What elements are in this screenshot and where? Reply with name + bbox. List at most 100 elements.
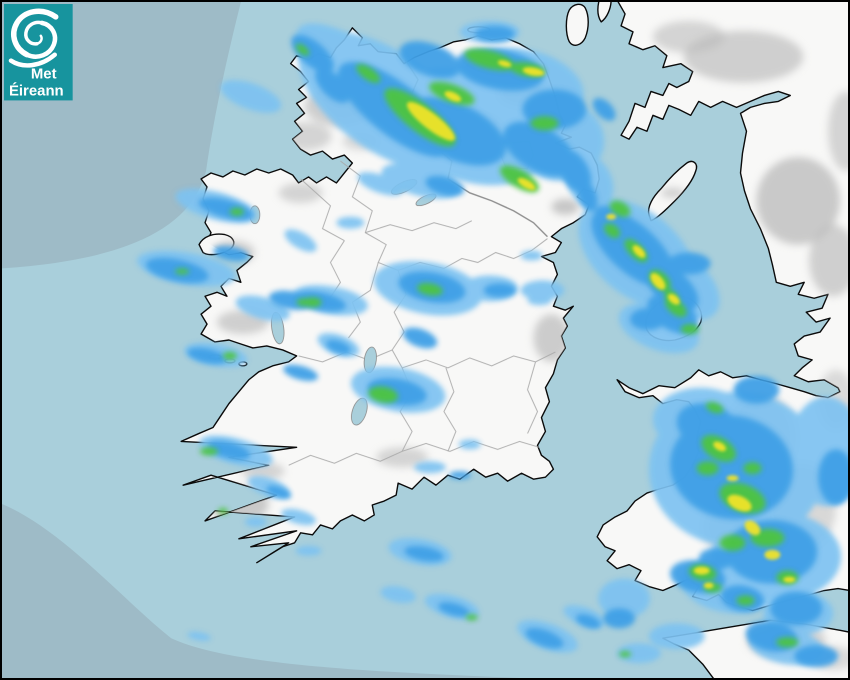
rain-cell <box>575 614 601 629</box>
logo-text-met: Met <box>31 66 57 83</box>
rain-cell <box>213 245 249 262</box>
rain-cell <box>414 461 446 474</box>
rain-cell <box>609 200 631 217</box>
rain-cell <box>693 566 710 575</box>
rain-cell <box>794 645 839 668</box>
rain-cell <box>303 297 322 308</box>
rain-cell <box>283 364 318 381</box>
county-border <box>288 450 403 466</box>
rain-cell <box>577 180 598 212</box>
rain-cell <box>667 293 680 305</box>
arran-island <box>565 3 589 46</box>
rain-cell <box>530 116 559 131</box>
rain-cell <box>448 471 471 480</box>
rain-cell <box>522 67 545 76</box>
rain-cell <box>520 280 565 301</box>
rain-cell <box>217 508 228 514</box>
rain-cell <box>696 461 719 476</box>
rain-cell <box>465 614 478 621</box>
rain-cell <box>326 339 351 355</box>
rain-cell <box>736 595 755 606</box>
rain-cell <box>281 508 316 526</box>
rain-cell <box>726 475 739 482</box>
county-border <box>401 351 556 369</box>
rain-cell <box>404 546 444 562</box>
rain-level-very_heavy <box>406 60 796 589</box>
rain-cell <box>399 41 461 79</box>
rain-cell <box>295 43 310 56</box>
rain-cell <box>744 520 761 536</box>
rain-cell <box>187 347 227 364</box>
rain-cell <box>295 545 322 556</box>
rain-cell <box>356 64 381 83</box>
met-eireann-logo: Met Éireann <box>3 3 73 101</box>
rain-cell <box>357 172 403 196</box>
rain-cell <box>229 207 244 216</box>
rain-cell <box>380 586 416 603</box>
rain-cell <box>592 98 616 121</box>
rain-cell <box>703 582 714 589</box>
rain-cell <box>727 494 752 512</box>
rain-cell <box>783 576 796 583</box>
rain-cell <box>770 591 823 626</box>
rain-cell <box>598 578 650 619</box>
rain-cell <box>776 637 799 648</box>
rain-cell <box>291 34 334 73</box>
rain-cell <box>666 252 711 275</box>
rain-cell <box>474 25 515 42</box>
rain-cell <box>719 534 746 551</box>
county-border <box>300 178 345 242</box>
rain-cell <box>525 628 564 649</box>
cyclone-swirl-icon <box>8 8 59 68</box>
rain-cell <box>603 608 636 629</box>
rain-cell <box>266 485 291 499</box>
rain-cell <box>458 439 481 450</box>
rain-cell <box>650 273 666 290</box>
county-border <box>443 367 457 452</box>
rain-cell <box>664 297 687 318</box>
rain-cell <box>444 91 462 102</box>
rain-cell <box>764 549 781 560</box>
rain-cell <box>604 223 620 238</box>
county-border <box>526 361 539 434</box>
rain-cell <box>406 101 456 141</box>
rain-cell <box>733 375 780 404</box>
rain-cell <box>220 80 282 113</box>
rain-cell <box>222 351 237 360</box>
kintyre-tip <box>597 2 612 23</box>
rain-cell <box>517 177 536 190</box>
rain-cell <box>417 283 443 296</box>
rain-cell <box>617 643 661 664</box>
rain-cell <box>630 308 666 331</box>
rain-cell <box>713 441 726 452</box>
rain-cell <box>632 245 646 258</box>
rainfall-radar-layer <box>137 20 848 668</box>
rain-cell <box>520 250 543 261</box>
rain-cell <box>244 516 267 527</box>
rain-cell <box>706 402 724 414</box>
logo-text-eireann: Éireann <box>9 82 64 99</box>
rain-cell <box>175 268 190 275</box>
rain-cell <box>402 327 438 349</box>
rain-cell <box>315 68 350 103</box>
rain-cell <box>527 295 552 306</box>
rain-cell <box>207 440 251 460</box>
rain-cell <box>606 213 617 220</box>
rain-cell <box>284 229 317 252</box>
rain-cell <box>619 651 632 658</box>
rain-cell <box>818 449 848 506</box>
county-border <box>365 220 473 234</box>
rain-cell <box>497 60 512 68</box>
rain-cell <box>483 283 516 298</box>
rain-cell <box>438 602 470 617</box>
rain-cell <box>425 175 465 196</box>
rain-cell <box>368 386 398 403</box>
logo-background <box>3 3 73 101</box>
rain-cell <box>680 324 699 335</box>
rain-cell <box>200 447 218 456</box>
rain-cell <box>648 623 705 650</box>
rain-cell <box>698 547 735 570</box>
rain-cell <box>743 462 762 475</box>
